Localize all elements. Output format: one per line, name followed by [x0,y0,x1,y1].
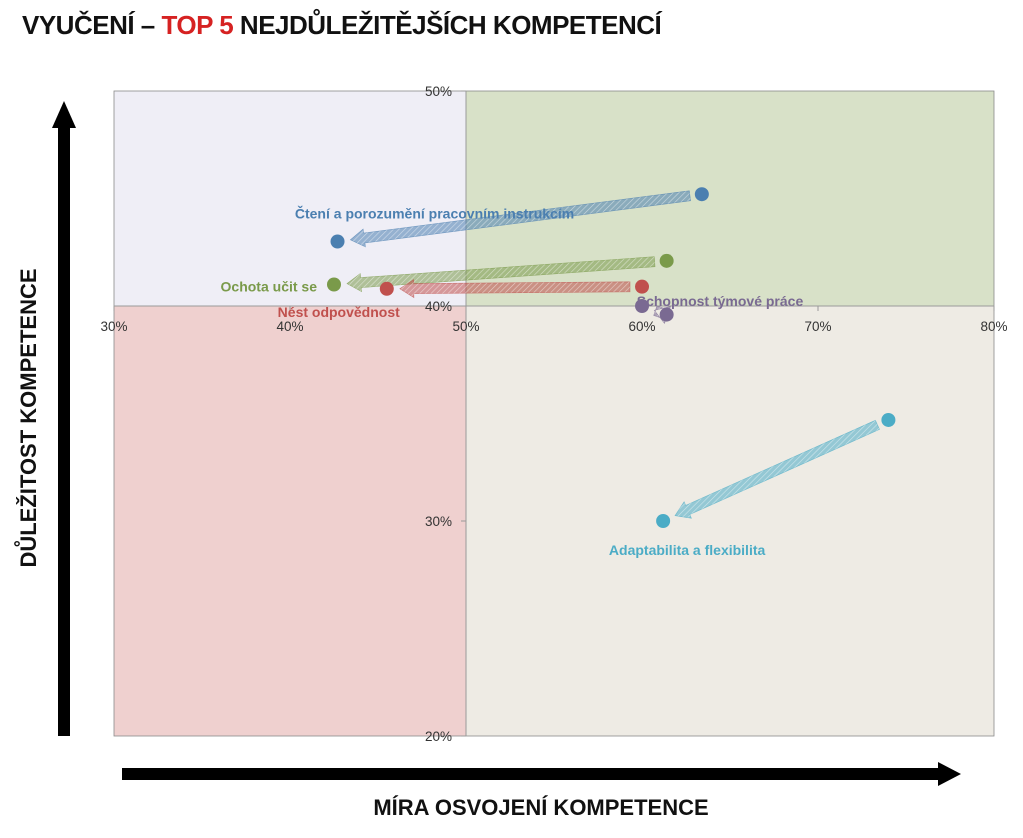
y-tick-label: 40% [425,299,452,314]
title-suffix: NEJDŮLEŽITĚJŠÍCH KOMPETENCÍ [233,10,662,40]
series-label: Ochota učit se [221,279,318,295]
shift-arrow [346,256,656,293]
y-axis-title: DŮLEŽITOST KOMPETENCE [13,268,41,567]
shift-arrow [399,279,631,299]
x-tick-label: 50% [452,319,479,334]
x-tick-label: 80% [980,319,1007,334]
point-after [327,277,341,292]
plot-border-top [113,90,995,737]
center-axes [114,91,994,736]
quadrant-bottom-left [114,306,466,736]
x-tick-label: 70% [804,319,831,334]
point-before [659,307,674,322]
x-axis-title: MÍRA OSVOJENÍ KOMPETENCE [373,795,708,820]
y-tick-label: 30% [425,514,452,529]
point-after [330,234,345,249]
series-label: Adaptabilita a flexibilita [609,542,766,558]
quadrant-backgrounds [113,90,995,737]
point-before [694,187,709,202]
x-axis-arrow [122,762,961,786]
point-after [656,514,671,528]
quadrant-top-left [114,91,466,306]
shift-arrow [349,190,691,248]
series-label: Schopnost týmové práce [637,293,804,309]
point-after [379,281,394,296]
title-highlight: TOP 5 [161,10,234,40]
x-tick-label: 40% [276,319,303,334]
series-labels: Čtení a porozumění pracovním instrukcím O… [221,205,804,559]
point-after [635,299,649,313]
y-tick-label: 20% [425,729,452,744]
series-points [327,187,896,528]
tick-labels: 30% 40% 50% 60% 70% 80%50%40%30%20% [100,84,1007,744]
point-before [659,253,674,268]
y-axis-arrow [52,101,76,736]
y-tick-label: 50% [425,84,452,99]
quadrant-bottom-right [466,306,994,736]
series-arrows [346,190,880,519]
point-before [881,412,896,427]
shift-arrow [674,419,880,519]
title-prefix: VYUČENÍ – [22,10,162,40]
series-label: Čtení a porozumění pracovním instrukcím [295,205,574,222]
chart-title: VYUČENÍ – TOP 5 NEJDŮLEŽITĚJŠÍCH KOMPETE… [22,10,662,41]
x-tick-label: 30% [100,319,127,334]
series-label: Nést odpovědnost [278,304,400,320]
x-tick-label: 60% [628,319,655,334]
point-before [635,279,649,294]
